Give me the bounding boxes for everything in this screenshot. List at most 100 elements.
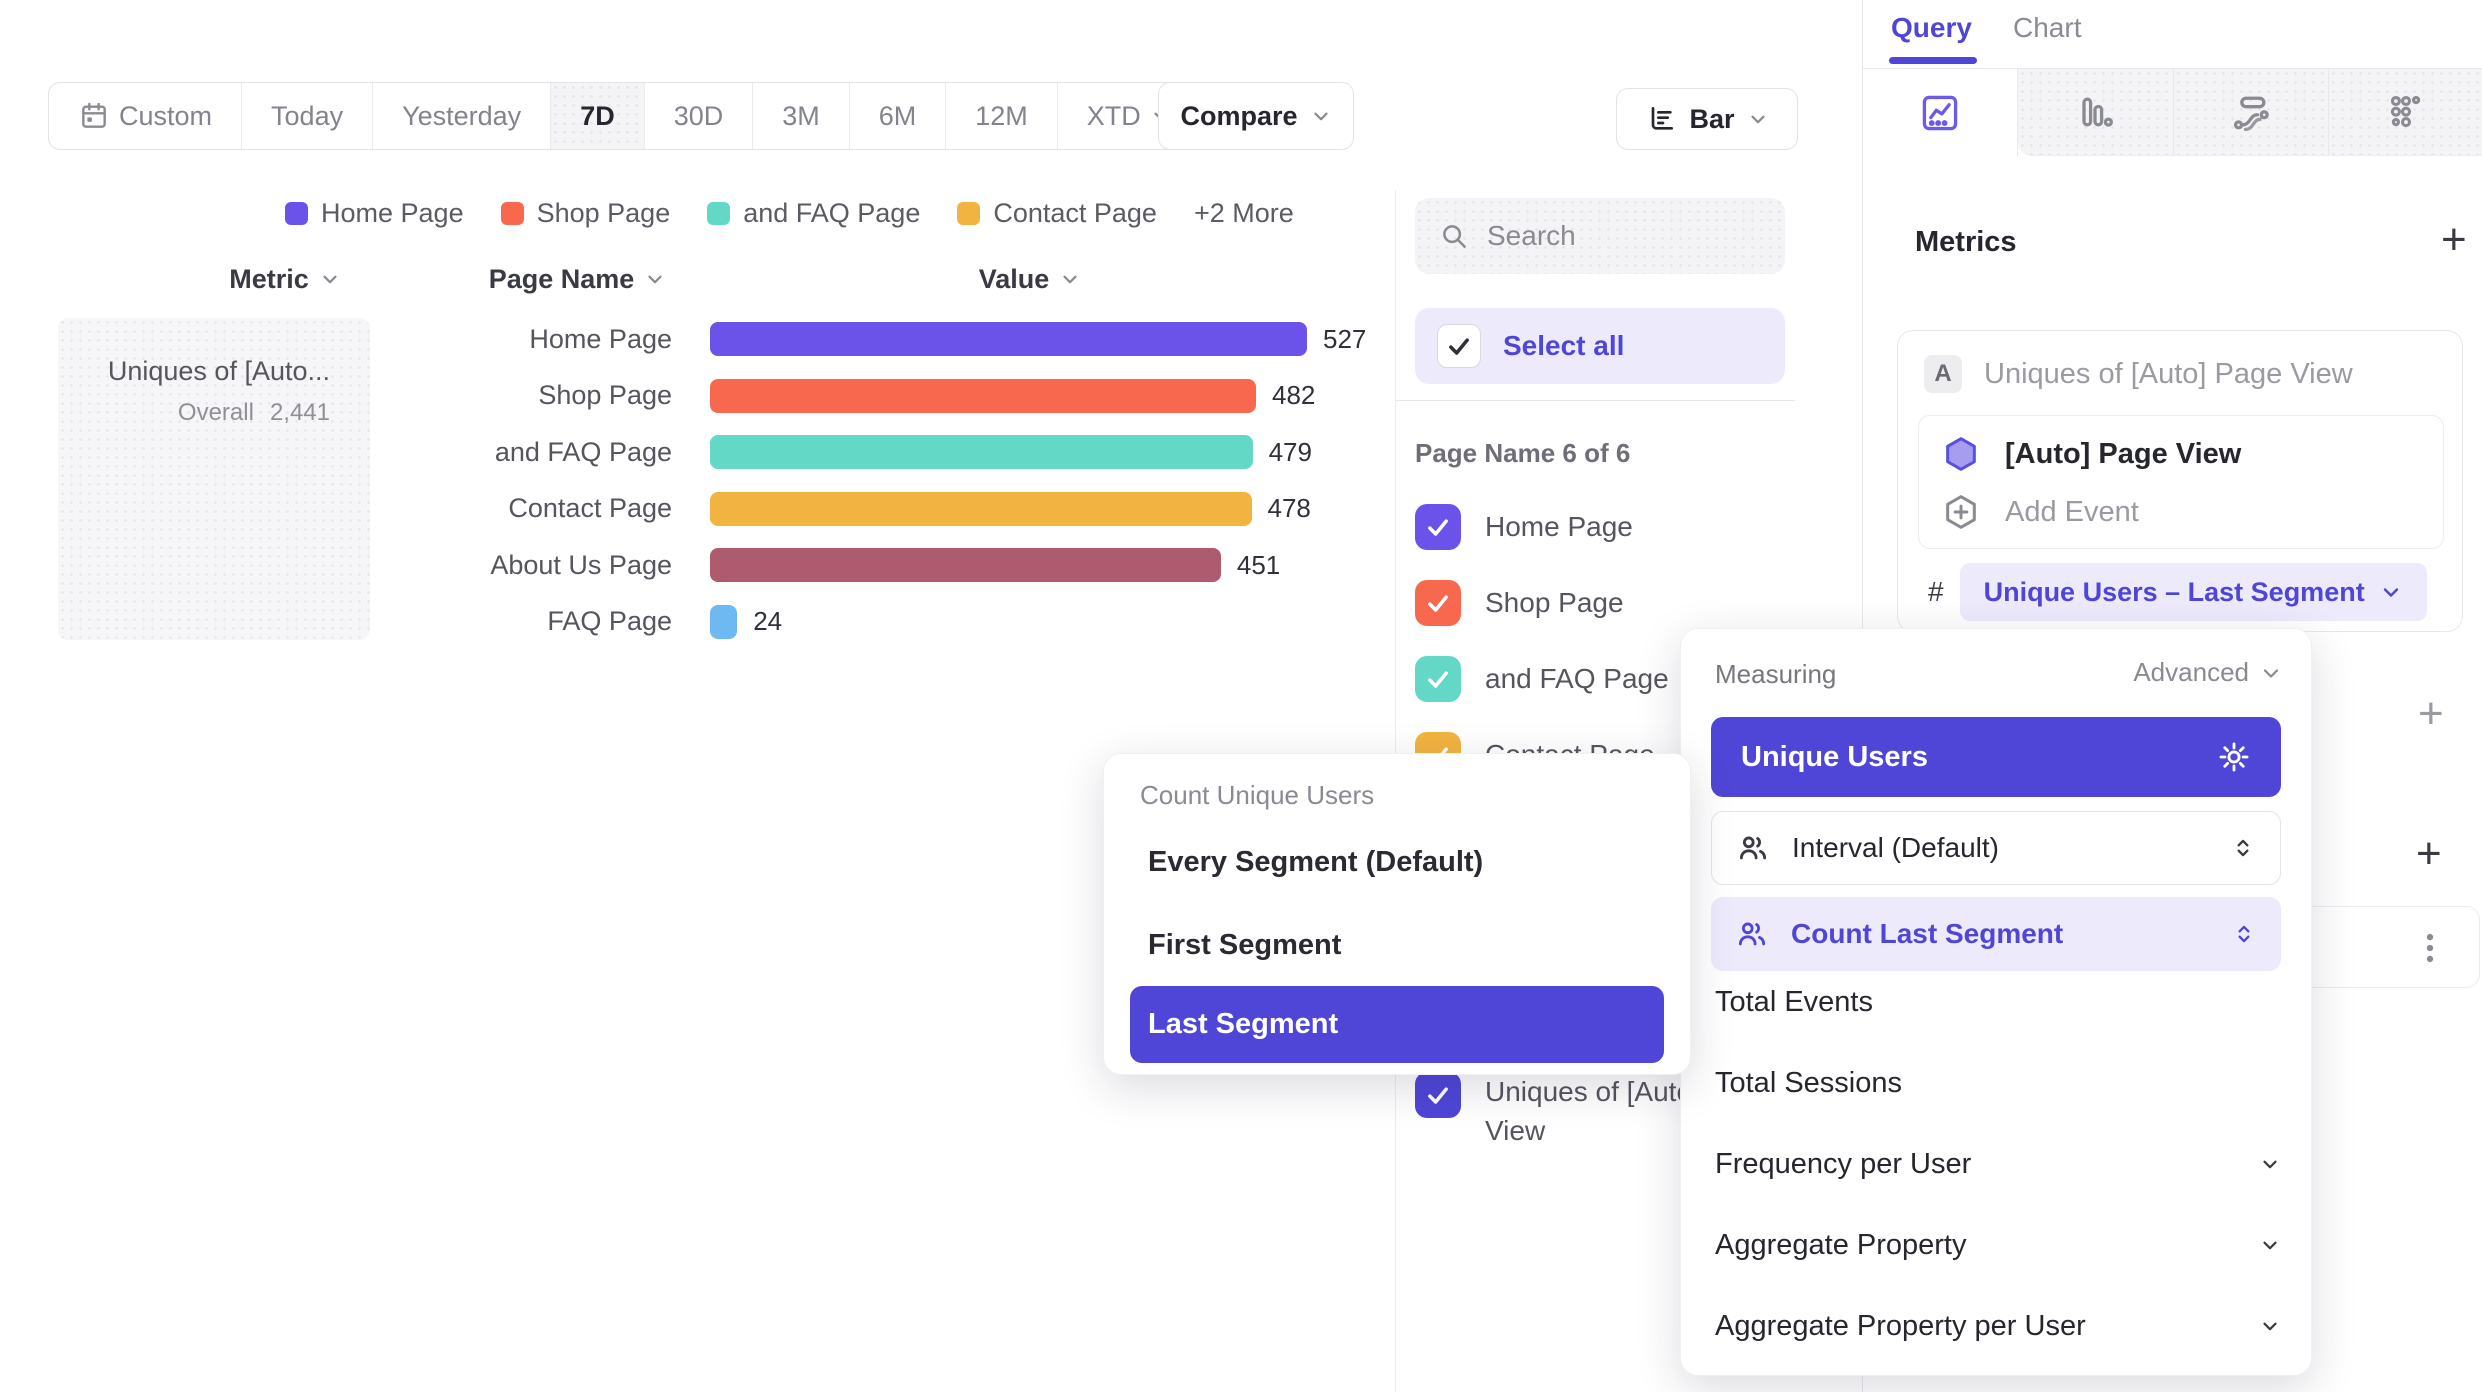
date-range-today[interactable]: Today (242, 83, 374, 149)
date-range-3m[interactable]: 3M (753, 83, 850, 149)
checkbox[interactable] (1415, 580, 1461, 626)
chart-bar[interactable] (710, 548, 1221, 583)
overall-value: 2,441 (269, 399, 330, 426)
people-icon (1735, 917, 1769, 951)
chevron-down-icon (1747, 108, 1769, 130)
measuring-option-aggregate-property[interactable]: Aggregate Property (1715, 1222, 2281, 1268)
bar-value: 527 (1323, 323, 1367, 354)
checkbox[interactable] (1415, 656, 1461, 702)
divider (1863, 68, 2482, 69)
chart-row-contact-page: Contact Page 478 (0, 481, 1390, 538)
chart-bar[interactable] (710, 604, 738, 639)
select-all-checkbox[interactable] (1437, 324, 1481, 368)
kebab-menu-icon[interactable] (2415, 931, 2445, 965)
column-header-metric[interactable]: Metric (180, 262, 390, 296)
count-unique-users-popup: Count Unique Users Every Segment (Defaul… (1103, 753, 1691, 1075)
tab-retention[interactable] (2328, 69, 2482, 156)
add-metric-button[interactable]: + (2441, 215, 2467, 264)
tab-chart[interactable]: Chart (2013, 12, 2082, 43)
checkbox[interactable] (1415, 504, 1461, 550)
bar-label: FAQ Page (547, 606, 672, 637)
chart-type-tabs (1863, 69, 2482, 156)
filter-item-and-faq-page[interactable]: and FAQ Page (1415, 650, 1673, 708)
metric-definition-label[interactable]: Uniques of [Auto] Page View (1984, 357, 2353, 390)
chart-type-dropdown[interactable]: Bar (1616, 88, 1798, 150)
metric-definition-card: A Uniques of [Auto] Page View [Auto] Pag… (1897, 330, 2463, 632)
tab-insights-line-chart[interactable] (1863, 69, 2019, 156)
select-all-toggle[interactable]: Select all (1415, 308, 1785, 384)
legend-swatch (957, 202, 981, 225)
flows-icon (2233, 96, 2269, 132)
chart-bar[interactable] (710, 378, 1256, 413)
horizontal-bar-chart-icon (1645, 103, 1677, 135)
filter-item-shop-page[interactable]: Shop Page (1415, 574, 1673, 632)
add-breakdown-button[interactable]: + (2416, 829, 2442, 878)
chart-row-home-page: Home Page 527 (0, 311, 1390, 368)
chevron-down-icon (1059, 268, 1081, 290)
series-checkbox[interactable] (1415, 1072, 1461, 1118)
chart-bar[interactable] (710, 435, 1253, 470)
date-range-6m[interactable]: 6M (850, 83, 947, 149)
legend-more[interactable]: +2 More (1193, 198, 1294, 228)
divider (1395, 400, 1795, 401)
advanced-toggle[interactable]: Advanced (2133, 657, 2283, 688)
chevron-down-icon (2379, 580, 2403, 604)
date-range-custom[interactable]: Custom (49, 83, 243, 149)
add-filter-button[interactable]: + (2418, 689, 2444, 738)
search-icon (1439, 221, 1469, 251)
legend-swatch (707, 202, 731, 225)
chart-bar[interactable] (710, 322, 1307, 357)
date-range-7d[interactable]: 7D (551, 83, 645, 149)
chart-bar[interactable] (710, 491, 1252, 526)
event-card: [Auto] Page View Add Event (1918, 415, 2444, 549)
legend-swatch (285, 202, 308, 225)
segment-option-first-segment[interactable]: First Segment (1148, 928, 1342, 961)
legend-item-home-page[interactable]: Home Page (285, 198, 464, 229)
chart-row-and-faq-page: and FAQ Page 479 (0, 424, 1390, 481)
interval-selector[interactable]: Interval (Default) (1711, 811, 2281, 885)
compare-button[interactable]: Compare (1158, 82, 1354, 150)
bar-value: 24 (753, 606, 783, 637)
bar-value: 451 (1236, 549, 1281, 580)
tab-query[interactable]: Query (1891, 12, 1972, 43)
filter-item-home-page[interactable]: Home Page (1415, 498, 1673, 556)
chart-row-faq-page: FAQ Page 24 (0, 594, 1390, 651)
measuring-option-frequency-per-user[interactable]: Frequency per User (1715, 1141, 2281, 1187)
measuring-option-total-sessions[interactable]: Total Sessions (1715, 1066, 1902, 1099)
tab-bar-chart[interactable] (2018, 69, 2174, 156)
segment-option-last-segment[interactable]: Last Segment (1130, 986, 1664, 1063)
count-segment-selector[interactable]: Count Last Segment (1711, 897, 2281, 971)
measuring-option-unique-users[interactable]: Unique Users (1711, 717, 2281, 797)
bar-label: About Us Page (490, 549, 672, 580)
gear-icon[interactable] (2217, 740, 2251, 774)
tab-flows[interactable] (2173, 69, 2329, 156)
segment-option-every-segment-default[interactable]: Every Segment (Default) (1148, 845, 1484, 878)
dots-grid-icon (2390, 95, 2421, 128)
overall-label: Overall (177, 399, 254, 426)
measuring-option-total-events[interactable]: Total Events (1715, 985, 1873, 1018)
column-header-page-name[interactable]: Page Name (470, 262, 685, 296)
date-range-12m[interactable]: 12M (946, 83, 1058, 149)
date-range-xtd[interactable]: XTD (1058, 83, 1201, 149)
bar-value: 482 (1272, 380, 1316, 411)
event-hexagon-icon (1941, 434, 1981, 474)
legend-item-and-faq-page[interactable]: and FAQ Page (707, 198, 920, 229)
search-input[interactable] (1487, 220, 1761, 252)
legend-item-shop-page[interactable]: Shop Page (500, 198, 670, 229)
event-name[interactable]: [Auto] Page View (2005, 437, 2242, 470)
date-range-30d[interactable]: 30D (645, 83, 754, 149)
legend-item-contact-page[interactable]: Contact Page (957, 198, 1157, 229)
metric-summary-card[interactable]: Uniques of [Auto... Overall 2,441 (58, 318, 370, 640)
bar-label: Shop Page (538, 380, 672, 411)
date-range-yesterday[interactable]: Yesterday (373, 83, 552, 149)
bar-chart: Home Page 527 Shop Page 482 and FAQ Page 479 C… (0, 311, 1390, 650)
add-event-button[interactable]: Add Event (2005, 495, 2139, 528)
search-box (1415, 198, 1785, 274)
chart-type-label: Bar (1689, 103, 1735, 134)
column-header-value[interactable]: Value (930, 262, 1130, 296)
aggregation-dropdown[interactable]: Unique Users – Last Segment (1959, 563, 2427, 621)
measuring-option-aggregate-property-per-user[interactable]: Aggregate Property per User (1715, 1303, 2281, 1349)
bar-label: and FAQ Page (494, 436, 672, 467)
metrics-section-title: Metrics (1915, 226, 2017, 258)
